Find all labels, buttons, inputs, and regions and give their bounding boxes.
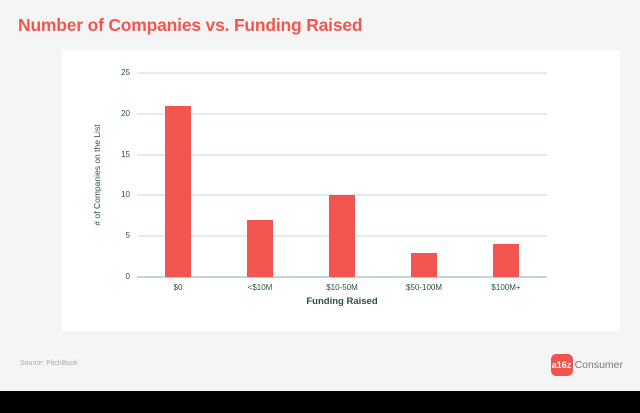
bar-$100M+ xyxy=(493,244,519,277)
y-tick-label-5: 5 xyxy=(125,231,130,241)
bottom-black-bar xyxy=(0,391,640,413)
bar-slot xyxy=(301,73,383,277)
y-tick-label-20: 20 xyxy=(121,108,130,118)
a16z-logo-badge: a16z xyxy=(550,354,573,376)
gridline-25 xyxy=(137,72,547,74)
y-tick-label-25: 25 xyxy=(121,68,130,77)
gridline-15 xyxy=(137,154,547,156)
x-tick-label-<$10M: <$10M xyxy=(247,283,273,292)
y-axis-title: # of Companies on the List xyxy=(92,124,102,226)
x-axis-ticks: $0 <$10M $10-50M $50-100M $100M+ xyxy=(137,283,547,292)
x-tick-label-$10-50M: $10-50M xyxy=(326,283,358,292)
y-tick-label-15: 15 xyxy=(121,149,130,159)
page-title: Number of Companies vs. Funding Raised xyxy=(18,15,363,35)
a16z-consumer-logo: a16z Consumer xyxy=(550,354,623,376)
bar-slot xyxy=(383,73,465,277)
bar-<$10M xyxy=(247,219,273,277)
bar-slot xyxy=(219,73,301,277)
bar-$0 xyxy=(165,105,191,277)
plot-area: 0 5 10 15 20 25 $0 <$10M $10-50M $50-100M $100M+ xyxy=(121,69,547,292)
gridline-0 xyxy=(137,276,547,278)
source-note: Source: PitchBook xyxy=(20,360,78,367)
x-axis-title: Funding Raised xyxy=(306,296,378,307)
y-tick-label-0: 0 xyxy=(125,272,130,281)
bar-slot xyxy=(465,73,547,277)
y-axis-ticks: 0 5 10 15 20 25 xyxy=(121,69,547,281)
x-tick-label-$50-100M: $50-100M xyxy=(405,283,443,292)
x-tick-label-$100M+: $100M+ xyxy=(491,283,521,292)
gridline-20 xyxy=(137,113,547,115)
x-tick-label-$0: $0 xyxy=(173,283,183,292)
bar-series xyxy=(137,73,547,277)
chart-card: # of Companies on the List 0 5 10 15 20 25 $0… xyxy=(62,50,620,331)
bar-$50-100M xyxy=(411,252,437,277)
bar-slot xyxy=(137,73,219,277)
y-tick-label-10: 10 xyxy=(121,190,130,200)
bar-$10-50M xyxy=(329,195,355,277)
logo-wordmark: Consumer xyxy=(574,359,623,371)
